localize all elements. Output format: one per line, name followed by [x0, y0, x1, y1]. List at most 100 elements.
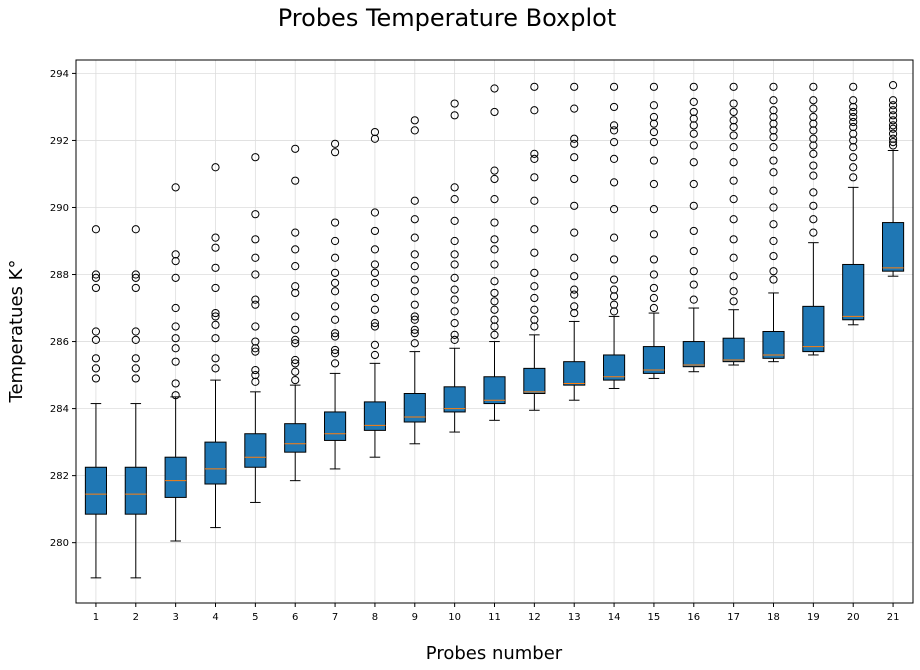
outlier-point — [888, 101, 898, 110]
outlier-point — [490, 218, 499, 227]
box-group-probe-8 — [363, 127, 386, 458]
outlier-point — [649, 255, 659, 264]
outlier-point — [410, 126, 419, 135]
outlier-point — [769, 96, 778, 105]
outlier-point — [171, 303, 180, 313]
outlier-point — [809, 201, 818, 210]
outlier-point — [91, 283, 101, 293]
outlier-point — [171, 334, 180, 343]
outlier-point — [450, 183, 459, 192]
box-group-probe-1 — [84, 225, 107, 579]
box — [802, 305, 825, 353]
outlier-point — [689, 246, 698, 256]
outlier-point — [809, 188, 818, 197]
box — [483, 376, 506, 405]
outlier-point — [649, 82, 659, 91]
outlier-point — [490, 195, 499, 204]
outlier-point — [291, 144, 300, 153]
outlier-point — [849, 96, 858, 105]
box-group-probe-21 — [882, 81, 905, 277]
outlier-point — [330, 218, 340, 227]
outlier-point — [330, 349, 340, 358]
outlier-point — [91, 270, 101, 279]
outlier-point — [370, 319, 380, 328]
outlier-point — [211, 263, 220, 272]
outlier-point — [809, 161, 818, 170]
outlier-point — [211, 354, 220, 363]
outlier-point — [729, 158, 738, 167]
outlier-point — [530, 149, 539, 158]
outlier-point — [450, 330, 459, 339]
outlier-point — [729, 116, 738, 125]
outlier-point — [131, 327, 140, 336]
outlier-point — [370, 350, 380, 360]
y-tick-label: 294 — [50, 69, 69, 80]
box — [682, 341, 705, 368]
outlier-point — [649, 303, 659, 313]
outlier-point — [729, 82, 738, 91]
outlier-point — [809, 171, 818, 180]
outlier-point — [450, 273, 459, 282]
x-tick-label: 16 — [687, 612, 700, 623]
outlier-point — [769, 82, 778, 91]
outlier-point — [769, 156, 778, 165]
x-tick-label: 5 — [252, 612, 258, 623]
outlier-point — [530, 173, 539, 182]
outlier-point — [570, 302, 579, 311]
outlier-point — [609, 300, 619, 309]
outlier-point — [570, 201, 579, 210]
outlier-point — [729, 253, 738, 262]
outlier-point — [849, 112, 858, 122]
outlier-point — [888, 121, 898, 130]
outlier-point — [530, 106, 539, 115]
outlier-point — [450, 216, 459, 225]
outlier-point — [131, 364, 140, 373]
chart-title: Probes Temperature Boxplot — [278, 4, 616, 32]
outlier-point — [131, 354, 140, 363]
box-group-probe-20 — [842, 82, 865, 326]
outlier-point — [330, 332, 340, 341]
outlier-point — [849, 82, 858, 91]
outlier-point — [211, 308, 220, 318]
outlier-point — [131, 374, 140, 383]
outlier-point — [91, 374, 101, 383]
outlier-point — [530, 154, 539, 163]
outlier-point — [410, 250, 419, 259]
outlier-point — [131, 273, 140, 282]
outlier-point — [211, 163, 220, 172]
outlier-point — [171, 273, 180, 282]
box-group-probe-14 — [603, 82, 626, 389]
outlier-point — [330, 268, 340, 277]
outlier-point — [769, 106, 778, 115]
box-group-probe-6 — [284, 144, 307, 482]
outlier-point — [131, 335, 140, 344]
outlier-point — [689, 129, 698, 138]
outlier-point — [649, 270, 659, 279]
outlier-point — [251, 253, 260, 262]
outlier-point — [291, 176, 300, 185]
box-group-probe-4 — [204, 163, 227, 529]
outlier-point — [450, 99, 459, 108]
outlier-point — [570, 253, 579, 262]
box-group-probe-11 — [483, 84, 506, 421]
outlier-point — [410, 325, 419, 334]
outlier-point — [450, 319, 459, 328]
outlier-point — [649, 283, 659, 293]
outlier-point — [171, 357, 180, 366]
outlier-point — [609, 205, 619, 214]
outlier-point — [450, 295, 459, 304]
outlier-point — [689, 107, 698, 117]
outlier-point — [211, 243, 220, 252]
outlier-point — [769, 203, 778, 212]
outlier-point — [490, 277, 499, 286]
outlier-point — [649, 156, 659, 165]
outlier-point — [649, 205, 659, 214]
outlier-point — [450, 335, 459, 344]
x-tick-label: 21 — [887, 612, 900, 623]
outlier-point — [729, 99, 738, 108]
outlier-point — [450, 260, 459, 269]
outlier-point — [410, 315, 419, 324]
outlier-point — [609, 255, 619, 264]
outlier-point — [251, 370, 260, 380]
